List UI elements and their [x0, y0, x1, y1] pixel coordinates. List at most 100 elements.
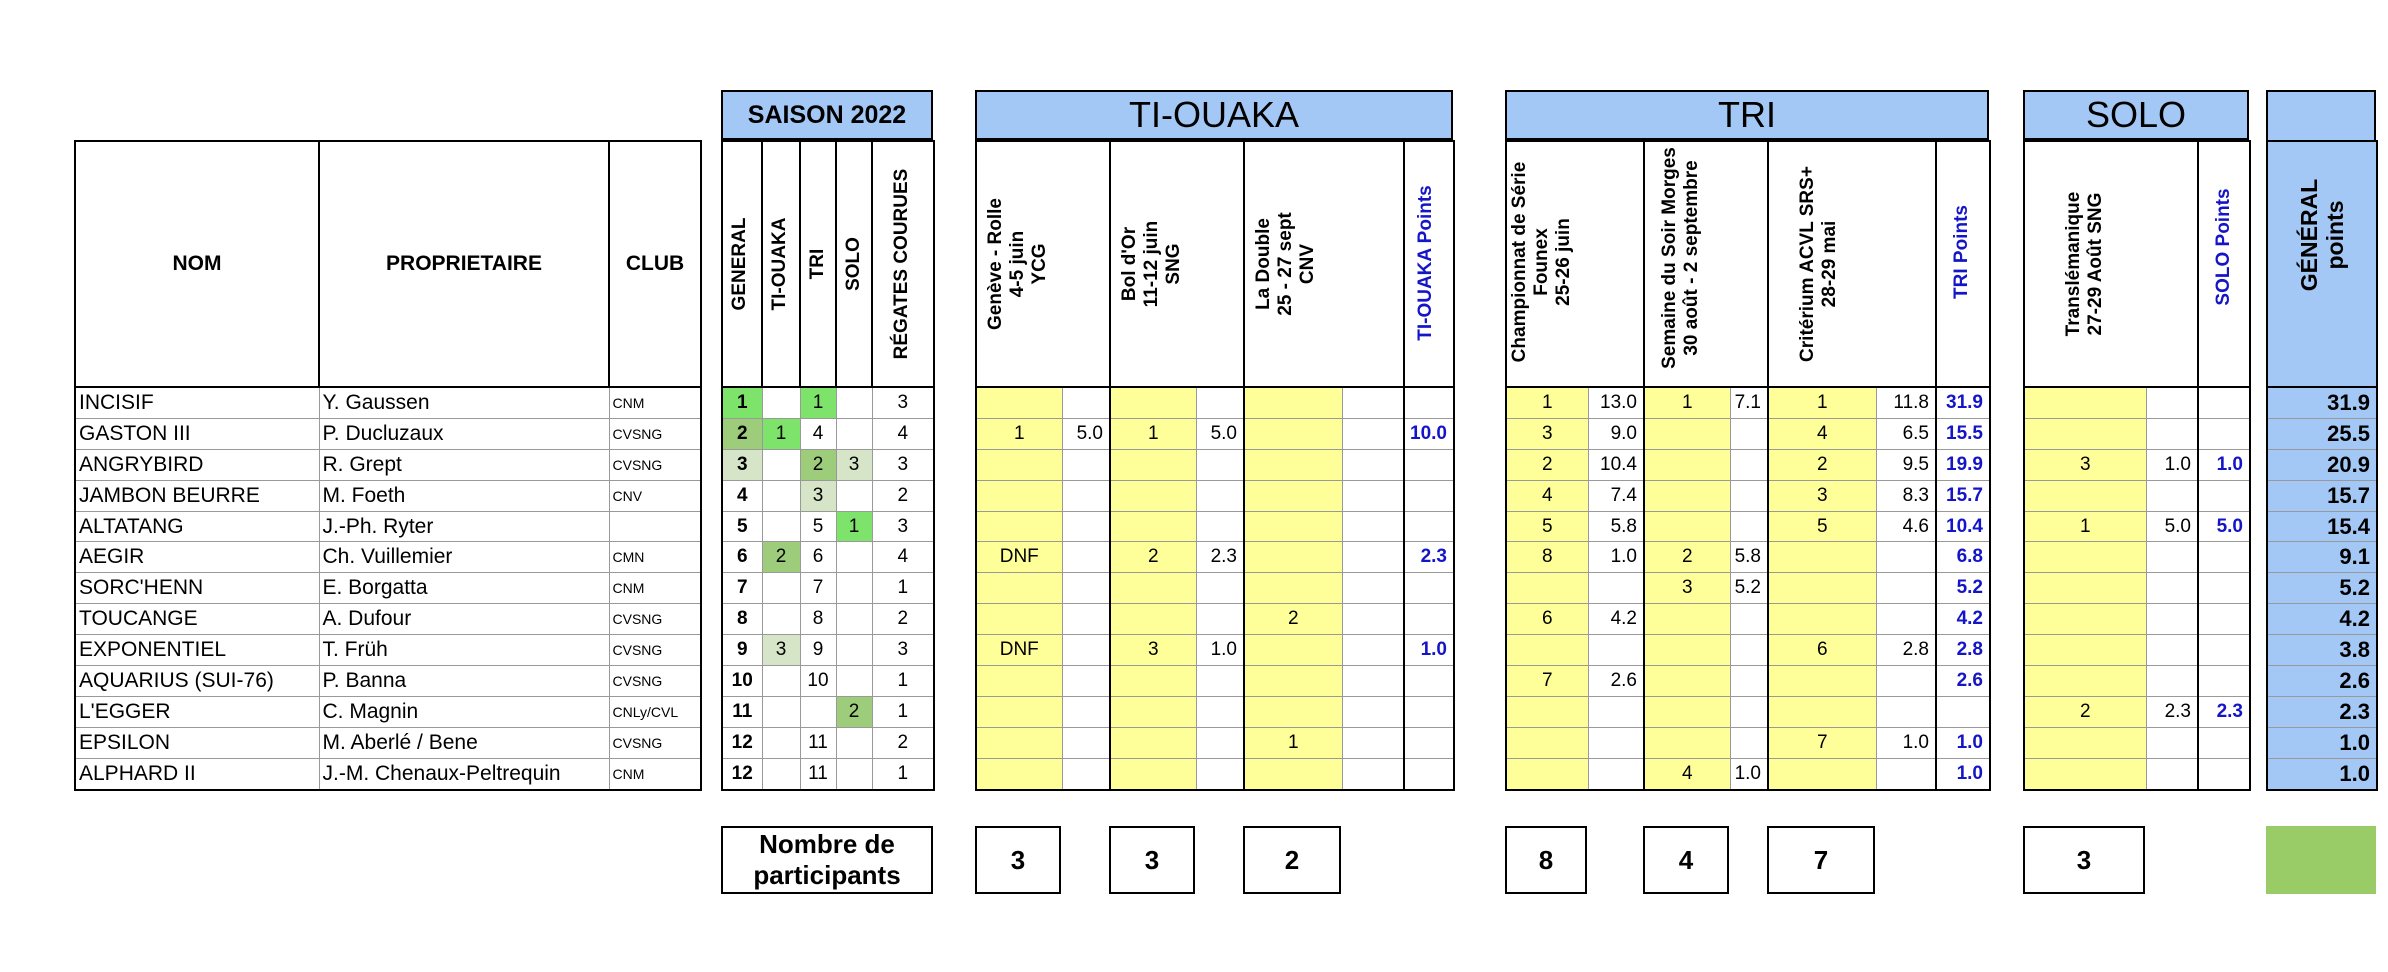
event-place	[2023, 726, 2147, 759]
general-points: 15.7	[2266, 479, 2378, 512]
rank-general: 12	[721, 726, 763, 759]
participants-count: 4	[1643, 826, 1729, 894]
owner-name: A. Dufour	[318, 603, 610, 636]
solo-points	[2197, 386, 2251, 419]
solo-points: 1.0	[2197, 448, 2251, 481]
regates-courues: 4	[871, 417, 935, 450]
solo-points	[2197, 726, 2251, 759]
rank-solo	[835, 665, 873, 697]
tiouaka-points: 2.3	[1403, 541, 1455, 574]
event-points	[1729, 634, 1769, 667]
tiouaka-points	[1403, 386, 1455, 419]
event-points	[1061, 634, 1111, 667]
owner-name: E. Borgatta	[318, 572, 610, 605]
event-place	[1505, 572, 1589, 605]
rank-general: 9	[721, 634, 763, 667]
event-points	[1061, 479, 1111, 512]
tri-header: TRI	[1505, 90, 1989, 140]
table-row: GASTON III P. Ducluzaux CVSNG	[74, 417, 702, 450]
table-row: AQUARIUS (SUI-76) P. Banna CVSNG	[74, 665, 702, 697]
solo-points	[2197, 541, 2251, 574]
event-points: 5.2	[1729, 572, 1769, 605]
rank-tiouaka	[761, 695, 801, 728]
table-row: 31.9	[2266, 386, 2378, 419]
table-row	[2023, 726, 2251, 759]
tri-points: 2.6	[1935, 665, 1991, 697]
rank-tri: 8	[799, 603, 837, 636]
rank-tri: 11	[799, 757, 837, 791]
proprietaire-header: PROPRIETAIRE	[318, 140, 610, 388]
event-points	[1341, 757, 1405, 791]
event-place	[1643, 479, 1731, 512]
club-code: CVSNG	[608, 726, 702, 759]
participants-count: 3	[1109, 826, 1195, 894]
rank-tiouaka	[761, 726, 801, 759]
rank-tri: 10	[799, 665, 837, 697]
event-place	[975, 757, 1063, 791]
club-code: CMN	[608, 541, 702, 574]
tiouaka-points	[1403, 726, 1455, 759]
regates-courues: 1	[871, 665, 935, 697]
event-points	[1061, 572, 1111, 605]
table-row: 15.4	[2266, 510, 2378, 543]
table-row: 1 5.0 5.0	[2023, 510, 2251, 543]
table-row	[2023, 603, 2251, 636]
event-place	[1505, 695, 1589, 728]
event-place: 6	[1505, 603, 1589, 636]
event-translemanique: Translémanique 27-29 Août SNG	[2023, 140, 2199, 388]
event-points	[1195, 572, 1245, 605]
event-points	[1875, 603, 1937, 636]
event-place	[975, 665, 1063, 697]
event-points: 2.3	[2145, 695, 2199, 728]
event-place	[975, 695, 1063, 728]
event-points	[1587, 695, 1645, 728]
rank-general: 6	[721, 541, 763, 574]
rank-tri: 1	[799, 386, 837, 419]
event-points: 1.0	[1195, 634, 1245, 667]
solo-header: SOLO	[2023, 90, 2249, 140]
table-row: AEGIR Ch. Vuillemier CMN	[74, 541, 702, 574]
general-points: 9.1	[2266, 541, 2378, 574]
event-place: 3	[1767, 479, 1877, 512]
event-place: 1	[1243, 726, 1343, 759]
event-points	[1195, 510, 1245, 543]
club-header: CLUB	[608, 140, 702, 388]
event-place	[975, 386, 1063, 419]
event-place	[2023, 634, 2147, 667]
event-points	[1341, 541, 1405, 574]
event-points	[1195, 386, 1245, 419]
table-row: 1	[975, 726, 1455, 759]
event-points	[1729, 448, 1769, 481]
general-points: 31.9	[2266, 386, 2378, 419]
general-points: 2.6	[2266, 665, 2378, 697]
event-points	[1341, 386, 1405, 419]
event-points: 7.1	[1729, 386, 1769, 419]
event-points	[1195, 603, 1245, 636]
tri-points: 4.2	[1935, 603, 1991, 636]
event-place	[1109, 448, 1197, 481]
tri-points: 5.2	[1935, 572, 1991, 605]
event-place	[1243, 386, 1343, 419]
tiouaka-points	[1403, 695, 1455, 728]
tiouaka-points	[1403, 479, 1455, 512]
table-row: 8 8 2	[721, 603, 935, 636]
event-place	[1767, 757, 1877, 791]
event-points	[1729, 603, 1769, 636]
table-row: 4 1.0 1.0	[1505, 757, 1991, 791]
tri-points-header: TRI Points	[1935, 140, 1991, 388]
rank-general: 3	[721, 448, 763, 481]
event-place	[1243, 541, 1343, 574]
boat-name: AQUARIUS (SUI-76)	[74, 665, 320, 697]
event-place: 8	[1505, 541, 1589, 574]
event-place	[1767, 572, 1877, 605]
rank-general: 2	[721, 417, 763, 450]
rank-solo: 1	[835, 510, 873, 543]
rank-tri: 3	[799, 479, 837, 512]
rank-tri: 2	[799, 448, 837, 481]
general-points: 2.3	[2266, 695, 2378, 728]
owner-name: R. Grept	[318, 448, 610, 481]
event-points: 2.8	[1875, 634, 1937, 667]
